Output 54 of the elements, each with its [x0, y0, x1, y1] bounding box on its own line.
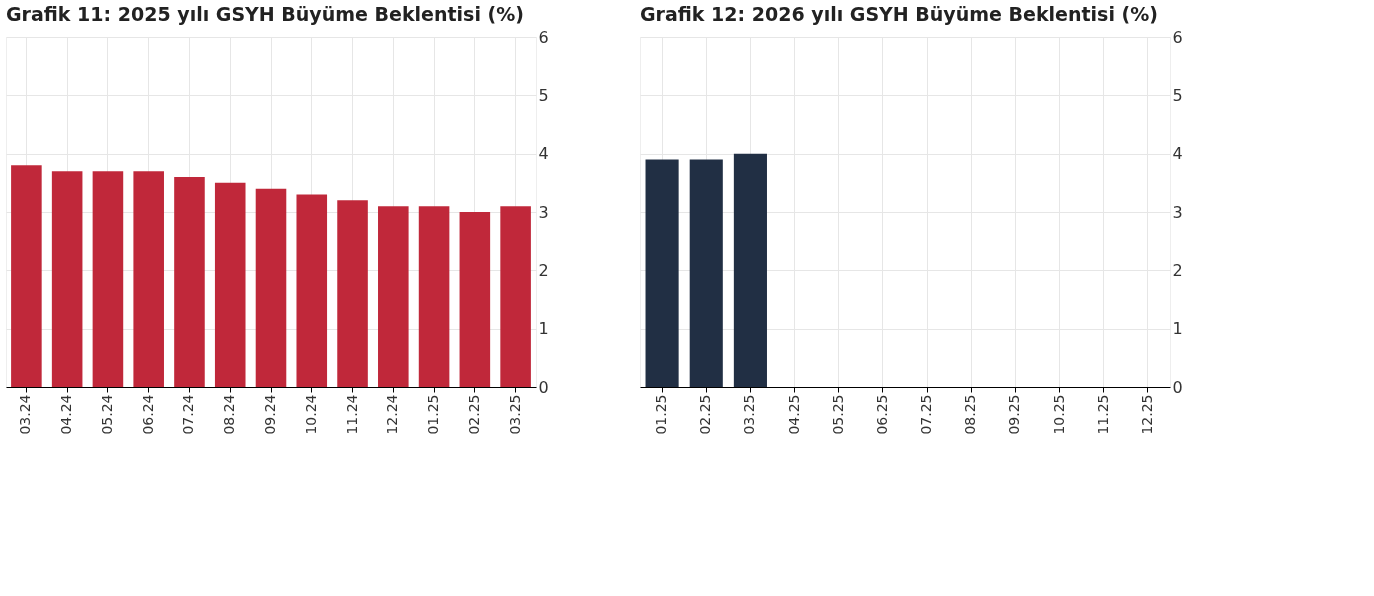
bar	[174, 177, 205, 387]
bar	[133, 171, 164, 387]
y-tick-label: 1	[538, 319, 549, 339]
x-tick-label: 06.25	[873, 394, 890, 435]
x-tick-label: 10.24	[302, 394, 319, 435]
bar	[51, 171, 83, 387]
bar	[418, 206, 450, 387]
y-tick-label: 2	[538, 260, 549, 280]
x-tick-label: 04.25	[785, 394, 802, 435]
x-tick-label: 03.24	[17, 394, 34, 435]
y-tick-label: 2	[1172, 260, 1183, 280]
x-tick-label: 01.25	[425, 394, 442, 435]
x-tick-label: 11.24	[343, 394, 360, 435]
y-tick-label: 5	[1172, 85, 1183, 105]
x-tick-label: 02.25	[465, 394, 482, 435]
x-tick-label: 09.24	[262, 394, 278, 435]
x-tick-label: 08.25	[962, 394, 979, 435]
bar	[459, 212, 491, 387]
x-tick-label: 04.24	[58, 394, 75, 435]
y-tick-label: 4	[538, 144, 549, 164]
x-tick-label: 05.24	[98, 394, 115, 435]
x-tick-label: 03.25	[741, 394, 758, 435]
y-tick-label: 6	[538, 27, 549, 47]
x-tick-label: 10.25	[1050, 394, 1067, 435]
bar	[214, 182, 246, 387]
x-tick-label: 09.25	[1006, 394, 1023, 435]
chart-title: Grafik 12: 2026 yılı GSYH Büyüme Beklentisi (%)	[640, 3, 1158, 25]
y-tick-label: 3	[1172, 202, 1183, 222]
y-tick-label: 0	[1172, 377, 1183, 397]
y-tick-label: 4	[1172, 144, 1183, 164]
bar	[500, 206, 531, 387]
x-tick-label: 08.24	[221, 394, 238, 435]
x-tick-label: 07.25	[918, 394, 935, 435]
bar	[11, 165, 42, 387]
x-tick-label: 11.25	[1094, 394, 1111, 435]
chart-title: Grafik 11: 2025 yılı GSYH Büyüme Beklentisi (%)	[6, 3, 524, 25]
x-tick-label: 06.24	[139, 394, 156, 435]
y-tick-label: 5	[538, 85, 549, 105]
y-tick-label: 6	[1172, 27, 1183, 47]
x-tick-label: 07.24	[180, 394, 197, 435]
x-tick-label: 01.25	[653, 394, 670, 435]
x-tick-label: 12.25	[1138, 394, 1155, 435]
x-tick-label: 05.25	[829, 394, 846, 435]
bar	[92, 171, 124, 387]
x-tick-label: 03.25	[506, 394, 523, 435]
bar	[337, 200, 368, 387]
bar	[296, 194, 328, 387]
y-tick-label: 3	[538, 202, 549, 222]
x-tick-label: 02.25	[697, 394, 714, 435]
y-tick-label: 0	[538, 377, 549, 397]
bar	[378, 206, 409, 387]
y-tick-label: 1	[1172, 319, 1183, 339]
bar	[255, 188, 287, 387]
x-tick-label: 12.24	[384, 394, 401, 435]
